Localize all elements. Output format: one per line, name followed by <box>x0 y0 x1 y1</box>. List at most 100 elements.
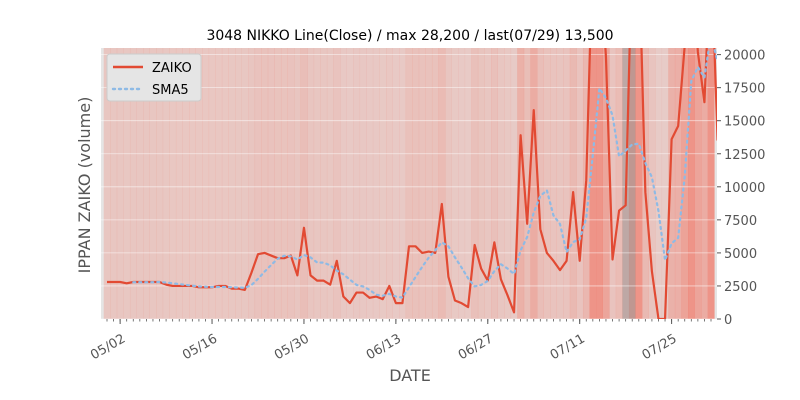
volume-band <box>458 48 466 319</box>
volume-band <box>445 48 452 319</box>
volume-band <box>707 48 715 319</box>
volume-band <box>156 48 164 319</box>
volume-band <box>674 48 682 319</box>
volume-band <box>523 48 531 319</box>
volume-band <box>300 48 308 319</box>
volume-band <box>596 48 603 319</box>
y-tick-label: 15000 <box>724 115 765 130</box>
volume-band <box>326 48 334 319</box>
shaded-region <box>622 48 636 319</box>
y-tick-label: 17500 <box>724 82 765 97</box>
volume-band <box>655 48 663 319</box>
volume-band <box>353 48 361 319</box>
volume-band <box>569 48 577 319</box>
volume-band <box>431 48 439 319</box>
volume-band <box>182 48 190 319</box>
volume-band <box>208 48 216 319</box>
volume-band <box>248 48 256 319</box>
volume-band <box>668 48 676 319</box>
volume-band <box>563 48 571 319</box>
volume-band <box>287 48 295 319</box>
volume-band <box>589 48 597 319</box>
volume-band <box>438 48 446 319</box>
x-tick-label: 05/02 <box>88 331 128 363</box>
x-tick-label: 06/27 <box>456 331 496 363</box>
volume-band <box>195 48 203 319</box>
volume-band <box>366 48 374 319</box>
volume-band <box>189 48 196 319</box>
volume-band <box>307 48 315 319</box>
series-line-zaiko <box>107 48 717 319</box>
volume-band <box>497 48 505 319</box>
volume-band <box>471 48 479 319</box>
volume-band <box>359 48 367 319</box>
volume-band <box>418 48 426 319</box>
x-tick-label: 07/11 <box>548 331 588 363</box>
volume-band <box>136 48 144 319</box>
volume-band <box>425 48 433 319</box>
volume-band <box>221 48 229 319</box>
volume-band <box>399 48 407 319</box>
volume-band <box>346 48 354 319</box>
x-tick-label: 05/16 <box>180 331 220 363</box>
chart-title: 3048 NIKKO Line(Close) / max 28,200 / la… <box>206 28 613 44</box>
y-tick-label: 2500 <box>724 280 757 295</box>
volume-band <box>103 48 111 319</box>
volume-band <box>576 48 584 319</box>
volume-band <box>228 48 236 319</box>
x-tick-label: 07/25 <box>640 331 680 363</box>
x-tick-label: 05/30 <box>272 331 312 363</box>
volume-band <box>477 48 485 319</box>
volume-band <box>169 48 177 319</box>
legend-zaiko-label: ZAIKO <box>152 61 192 76</box>
volume-band <box>294 48 301 319</box>
volume-band <box>615 48 623 319</box>
volume-band <box>510 48 518 319</box>
legend-sma5-label: SMA5 <box>152 83 189 98</box>
volume-band <box>543 48 551 319</box>
y-tick-label: 5000 <box>724 247 757 262</box>
volume-band <box>648 48 656 319</box>
volume-band <box>215 48 223 319</box>
volume-band <box>149 48 157 319</box>
x-axis-title: DATE <box>389 366 431 385</box>
volume-band <box>556 48 564 319</box>
volume-band <box>451 48 459 319</box>
volume-band <box>123 48 131 319</box>
volume-band <box>635 48 643 319</box>
volume-band <box>504 48 512 319</box>
volume-band <box>274 48 282 319</box>
x-tick-label: 06/13 <box>364 331 404 363</box>
volume-band <box>202 48 210 319</box>
volume-band <box>688 48 695 319</box>
volume-band <box>261 48 269 319</box>
volume-band <box>162 48 170 319</box>
volume-band <box>412 48 420 319</box>
volume-band <box>661 48 669 319</box>
volume-band <box>694 48 702 319</box>
volume-band <box>386 48 393 319</box>
volume-band <box>464 48 472 319</box>
volume-band <box>602 48 610 319</box>
y-axis-title: IPPAN ZAIKO (volume) <box>75 97 94 274</box>
volume-band <box>517 48 525 319</box>
volume-band <box>530 48 538 319</box>
volume-band <box>405 48 413 319</box>
volume-band <box>110 48 118 319</box>
volume-band <box>550 48 558 319</box>
volume-band <box>235 48 242 319</box>
y-tick-label: 12500 <box>724 148 765 163</box>
volume-band <box>701 48 709 319</box>
volume-band <box>484 48 492 319</box>
volume-band <box>491 48 498 319</box>
plot-background <box>101 48 717 319</box>
volume-band <box>143 48 150 319</box>
volume-band <box>320 48 328 319</box>
volume-band <box>241 48 249 319</box>
legend: ZAIKO SMA5 <box>106 53 202 102</box>
volume-band <box>609 48 617 319</box>
y-tick-label: 20000 <box>724 49 765 64</box>
y-tick-label: 10000 <box>724 181 765 196</box>
